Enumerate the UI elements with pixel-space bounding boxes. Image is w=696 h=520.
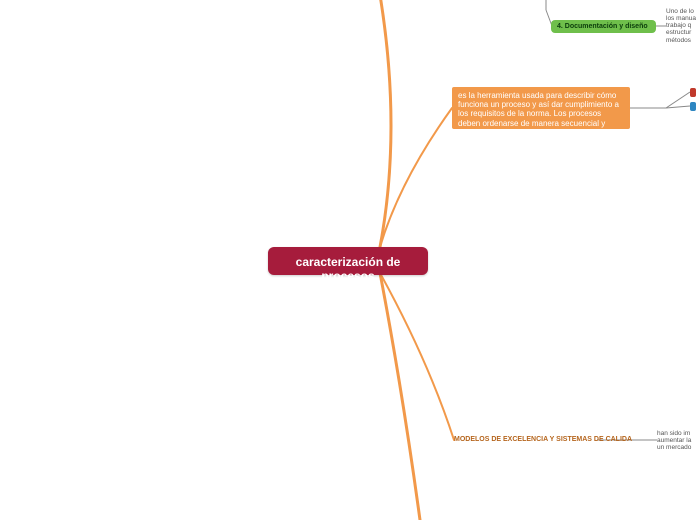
- mindmap-canvas: caracterización de procesos es la herram…: [0, 0, 696, 520]
- description-node[interactable]: es la herramienta usada para describir c…: [452, 87, 630, 129]
- root-node[interactable]: caracterización de procesos: [268, 247, 428, 275]
- documentation-node[interactable]: 4. Documentación y diseño: [551, 20, 656, 33]
- side-red-box[interactable]: [690, 88, 696, 97]
- side-blue-box[interactable]: [690, 102, 696, 111]
- modelos-note: han sido im aumentar la un mercado: [657, 430, 696, 455]
- documentation-note: Uno de lo los manua trabajo q estructur …: [666, 8, 696, 48]
- modelos-node[interactable]: MODELOS DE EXCELENCIA Y SISTEMAS DE CALI…: [454, 436, 654, 446]
